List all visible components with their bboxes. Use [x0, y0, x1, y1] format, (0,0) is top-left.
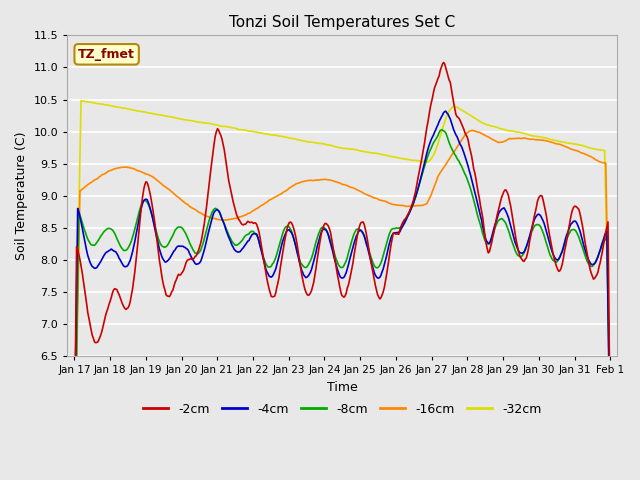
Y-axis label: Soil Temperature (C): Soil Temperature (C)	[15, 132, 28, 260]
Title: Tonzi Soil Temperatures Set C: Tonzi Soil Temperatures Set C	[229, 15, 456, 30]
Text: TZ_fmet: TZ_fmet	[78, 48, 135, 61]
X-axis label: Time: Time	[327, 381, 358, 394]
Legend: -2cm, -4cm, -8cm, -16cm, -32cm: -2cm, -4cm, -8cm, -16cm, -32cm	[138, 398, 547, 420]
